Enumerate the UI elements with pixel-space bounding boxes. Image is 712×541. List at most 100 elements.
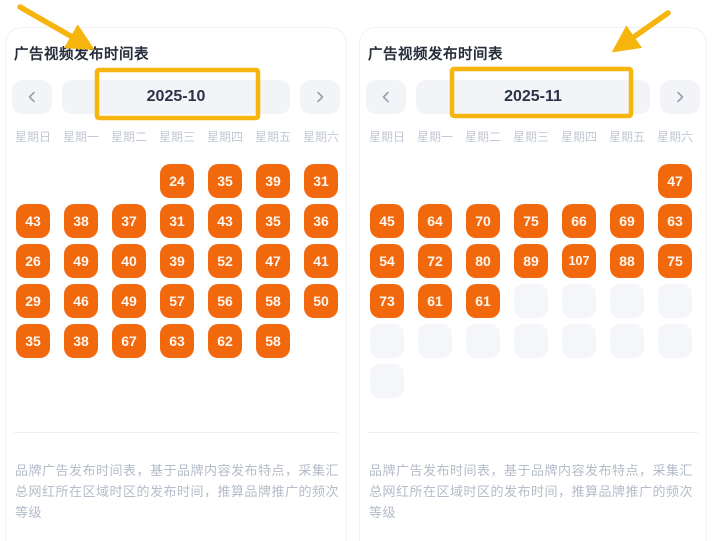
calendar-day-tile[interactable]: 29 [16, 284, 50, 318]
calendar-day-tile[interactable]: 66 [562, 204, 596, 238]
calendar-day-tile-empty [610, 324, 644, 358]
calendar-cell: 73 [363, 281, 411, 321]
calendar-day-tile[interactable]: 39 [256, 164, 290, 198]
calendar-day-tile[interactable]: 89 [514, 244, 548, 278]
chevron-left-icon [382, 91, 389, 103]
calendar-day-tile-empty [370, 324, 404, 358]
calendar-day-tile[interactable]: 39 [160, 244, 194, 278]
calendar-cell: 47 [249, 241, 297, 281]
calendar-cell: 50 [297, 281, 345, 321]
calendar-day-tile[interactable]: 54 [370, 244, 404, 278]
calendar-day-tile[interactable]: 36 [304, 204, 338, 238]
calendar-day-tile[interactable]: 26 [16, 244, 50, 278]
calendar-cell: 61 [411, 281, 459, 321]
calendar-day-tile[interactable]: 63 [160, 324, 194, 358]
calendar-day-tile[interactable]: 45 [370, 204, 404, 238]
calendar-cell [651, 281, 699, 321]
calendar-cell: 63 [651, 201, 699, 241]
calendar-cell [363, 321, 411, 361]
calendar-day-tile[interactable]: 38 [64, 204, 98, 238]
calendar-day-tile[interactable]: 88 [610, 244, 644, 278]
calendar-day-tile[interactable]: 47 [256, 244, 290, 278]
calendar-day-tile[interactable]: 43 [16, 204, 50, 238]
calendar-day-tile[interactable]: 46 [64, 284, 98, 318]
calendar-cell: 35 [249, 201, 297, 241]
month-selector[interactable]: 2025-11 [416, 80, 650, 114]
calendar-day-tile[interactable]: 43 [208, 204, 242, 238]
calendar-day-tile-empty [370, 364, 404, 398]
calendar-day-tile[interactable]: 73 [370, 284, 404, 318]
calendar-cell: 35 [9, 321, 57, 361]
next-month-button[interactable] [660, 80, 700, 114]
calendar-day-tile[interactable]: 61 [466, 284, 500, 318]
weekday-label: 星期二 [110, 130, 147, 144]
calendar-cell: 56 [201, 281, 249, 321]
calendar-cell [603, 161, 651, 201]
calendar-day-tile[interactable]: 63 [658, 204, 692, 238]
calendar-day-tile[interactable]: 69 [610, 204, 644, 238]
calendar-cell [651, 361, 699, 401]
calendar-cell [459, 361, 507, 401]
calendar-day-tile[interactable]: 50 [304, 284, 338, 318]
calendar-cell [459, 161, 507, 201]
calendar-day-tile[interactable]: 67 [112, 324, 146, 358]
calendar-day-tile[interactable]: 47 [658, 164, 692, 198]
calendar-day-tile[interactable]: 35 [208, 164, 242, 198]
next-month-button[interactable] [300, 80, 340, 114]
divider [14, 432, 338, 433]
calendar-day-tile[interactable]: 49 [112, 284, 146, 318]
calendar-cell: 26 [9, 241, 57, 281]
calendar-day-tile[interactable]: 70 [466, 204, 500, 238]
calendar-day-tile[interactable]: 41 [304, 244, 338, 278]
calendar-cell: 75 [651, 241, 699, 281]
calendar-day-tile[interactable]: 52 [208, 244, 242, 278]
calendar-day-tile[interactable]: 58 [256, 324, 290, 358]
calendar-day-tile[interactable]: 58 [256, 284, 290, 318]
calendar-cell: 67 [105, 321, 153, 361]
calendar-day-tile[interactable]: 31 [304, 164, 338, 198]
calendar-cell [603, 361, 651, 401]
prev-month-button[interactable] [12, 80, 52, 114]
calendar-cell [9, 161, 57, 201]
calendar-cell: 31 [153, 201, 201, 241]
calendar-day-tile-empty [418, 324, 452, 358]
calendar-day-tile[interactable]: 75 [514, 204, 548, 238]
calendar-day-tile[interactable]: 56 [208, 284, 242, 318]
calendar-cell [459, 321, 507, 361]
month-selector[interactable]: 2025-10 [62, 80, 290, 114]
calendar-cell: 57 [153, 281, 201, 321]
calendar-day-tile[interactable]: 61 [418, 284, 452, 318]
calendar-day-tile[interactable]: 40 [112, 244, 146, 278]
prev-month-button[interactable] [366, 80, 406, 114]
calendar-day-tile[interactable]: 62 [208, 324, 242, 358]
calendar-cell: 43 [9, 201, 57, 241]
calendar-day-tile[interactable]: 38 [64, 324, 98, 358]
weekday-label: 星期五 [608, 130, 645, 144]
panel-title: 广告视频发布时间表 [14, 47, 149, 63]
calendar-cell: 37 [105, 201, 153, 241]
calendar-day-tile[interactable]: 75 [658, 244, 692, 278]
calendar-day-tile[interactable]: 49 [64, 244, 98, 278]
calendar-cell: 39 [249, 161, 297, 201]
calendar-day-tile-empty [658, 284, 692, 318]
calendar-day-tile[interactable]: 24 [160, 164, 194, 198]
calendar-day-tile[interactable]: 37 [112, 204, 146, 238]
calendar-panel-november: 广告视频发布时间表 2025-11 星期日 星期一 星期二 星期三 星期四 星期五 星期六 … [360, 28, 706, 541]
calendar-panel-october: 广告视频发布时间表 2025-10 星期日 星期一 星期二 星期三 星期四 星期五 星期六 … [6, 28, 346, 541]
calendar-day-tile[interactable]: 35 [256, 204, 290, 238]
calendar-cell: 47 [651, 161, 699, 201]
weekday-label: 星期日 [368, 130, 405, 144]
calendar-day-tile[interactable]: 107 [562, 244, 596, 278]
calendar-day-tile[interactable]: 64 [418, 204, 452, 238]
calendar-day-tile[interactable]: 57 [160, 284, 194, 318]
calendar-day-tile[interactable]: 31 [160, 204, 194, 238]
calendar-day-tile[interactable]: 80 [466, 244, 500, 278]
calendar-cell [555, 321, 603, 361]
calendar-day-tile[interactable]: 35 [16, 324, 50, 358]
calendar-cell: 66 [555, 201, 603, 241]
calendar-day-tile[interactable]: 72 [418, 244, 452, 278]
calendar-day-tile-empty [562, 324, 596, 358]
weekday-label: 星期二 [464, 130, 501, 144]
calendar-cell: 45 [363, 201, 411, 241]
